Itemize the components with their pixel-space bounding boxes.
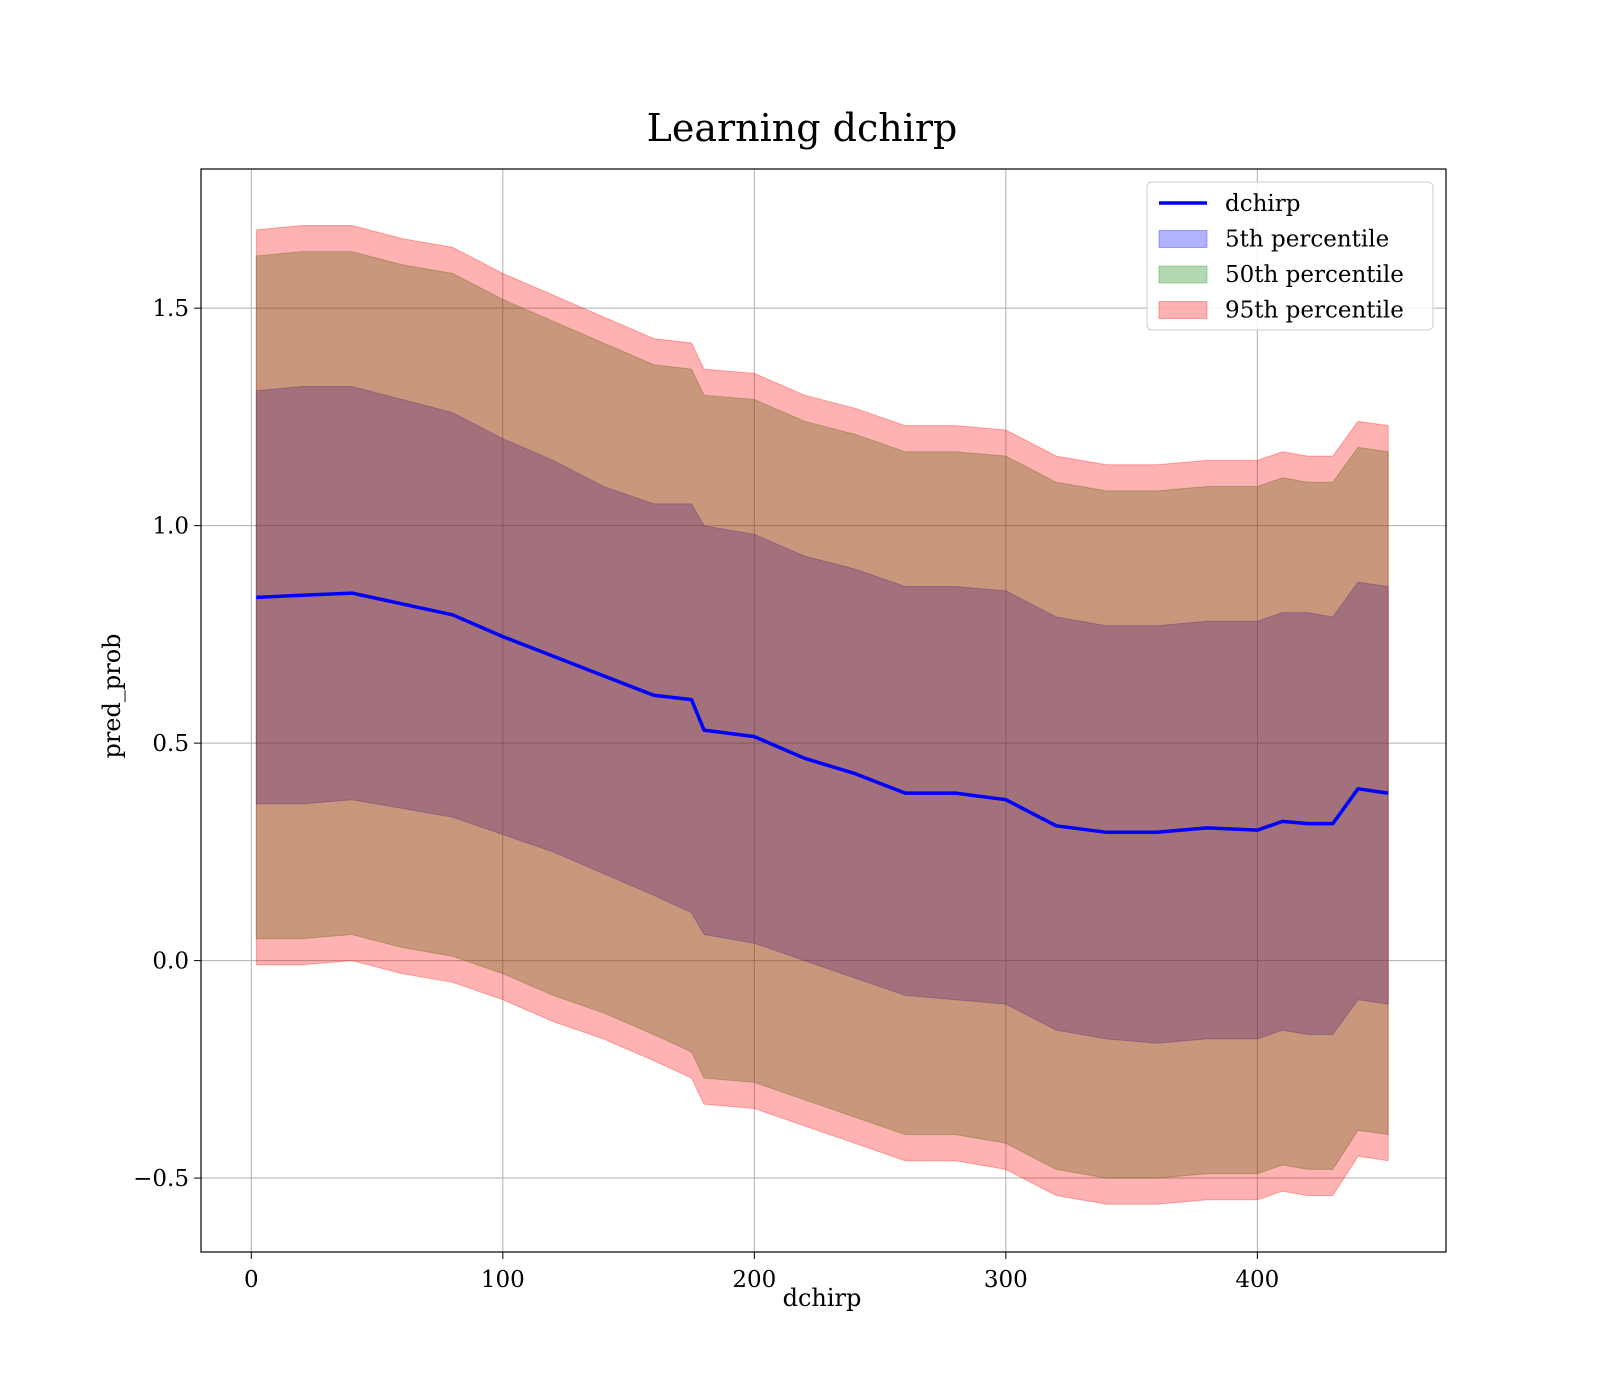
dchirp-line-layer — [256, 591, 1389, 835]
y-tick-label: 1.0 — [152, 514, 189, 540]
x-tick-label: 400 — [1235, 1267, 1279, 1293]
x-tick-label: 300 — [984, 1267, 1028, 1293]
x-axis-label: dchirp — [783, 1284, 862, 1312]
y-tick-label: 0.5 — [152, 731, 189, 757]
legend-label: 5th percentile — [1225, 227, 1389, 253]
dchirp-line — [256, 591, 1389, 835]
legend: dchirp 5th percentile 50th percentile 95th … — [1146, 181, 1434, 331]
x-tick-label: 100 — [481, 1267, 525, 1293]
legend-swatch-95th-percentile — [1158, 301, 1208, 319]
y-axis-label: pred_prob — [98, 633, 126, 758]
x-tick-label: 0 — [244, 1267, 259, 1293]
5th-percentile-band — [255, 386, 1389, 1044]
legend-swatch-50th-percentile — [1158, 265, 1208, 284]
axis-ticks: 0 100 200 300 400 −0.5 0.0 0.5 1.0 1.5 — [133, 296, 1279, 1293]
y-tick-label: 1.5 — [152, 296, 189, 322]
y-tick-label: 0.0 — [152, 949, 189, 975]
95th-percentile-band — [255, 225, 1389, 1205]
x-tick-label: 200 — [732, 1267, 776, 1293]
plot-frame — [200, 168, 1447, 1253]
50th-percentile-band — [255, 251, 1389, 1179]
percentile-bands — [255, 225, 1389, 1205]
legend-label: dchirp — [1225, 191, 1301, 217]
y-tick-label: −0.5 — [133, 1166, 189, 1192]
legend-label: 50th percentile — [1225, 262, 1404, 288]
legend-swatch-5th-percentile — [1158, 230, 1208, 248]
chart-title: Learning dchirp — [647, 106, 958, 150]
legend-box — [1146, 181, 1434, 331]
legend-label: 95th percentile — [1225, 298, 1404, 324]
